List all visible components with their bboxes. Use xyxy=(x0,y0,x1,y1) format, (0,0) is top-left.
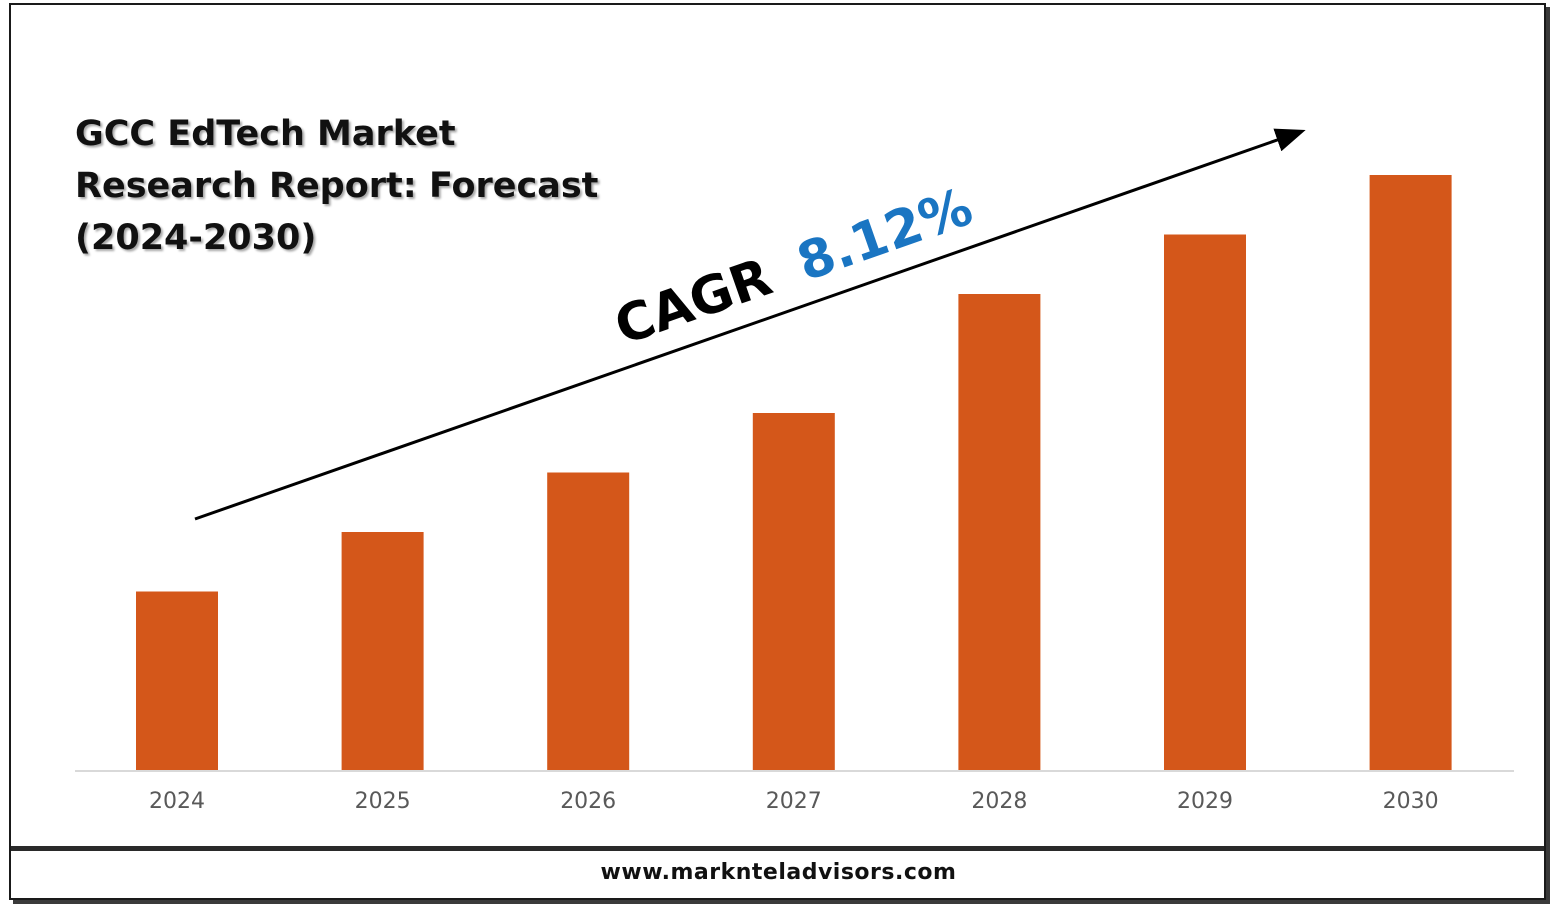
x-tick-label-2024: 2024 xyxy=(149,789,205,814)
x-tick-label-2025: 2025 xyxy=(355,789,411,814)
bar-2030 xyxy=(1369,175,1452,770)
bar-2028 xyxy=(958,294,1041,770)
title-line-2: Research Report: Forecast xyxy=(75,166,599,206)
trend-arrow xyxy=(194,128,1306,521)
bar-2027 xyxy=(752,413,835,770)
title-line-1: GCC EdTech Market xyxy=(75,114,456,154)
x-tick-label-2028: 2028 xyxy=(971,789,1027,814)
title-line-3: (2024-2030) xyxy=(75,218,317,258)
bar-2024 xyxy=(136,591,218,770)
chart-title: GCC EdTech Market Research Report: Forec… xyxy=(75,108,598,264)
bars-group xyxy=(136,175,1452,770)
footer-divider xyxy=(11,846,1544,851)
x-tick-label-2027: 2027 xyxy=(766,789,822,814)
bar-2029 xyxy=(1164,234,1246,770)
x-tick-label-2026: 2026 xyxy=(560,789,616,814)
x-tick-label-2030: 2030 xyxy=(1383,789,1439,814)
bar-2026 xyxy=(547,472,630,770)
x-tick-label-2029: 2029 xyxy=(1177,789,1233,814)
x-tick-labels: 2024 2025 2026 2027 2028 2029 2030 xyxy=(149,789,1439,814)
footer-website: www.marknteladvisors.com xyxy=(600,860,957,885)
cagr-prefix: CAGR xyxy=(607,247,779,357)
cagr-annotation: CAGR 8.12% xyxy=(607,177,979,357)
bar-2025 xyxy=(341,532,424,770)
